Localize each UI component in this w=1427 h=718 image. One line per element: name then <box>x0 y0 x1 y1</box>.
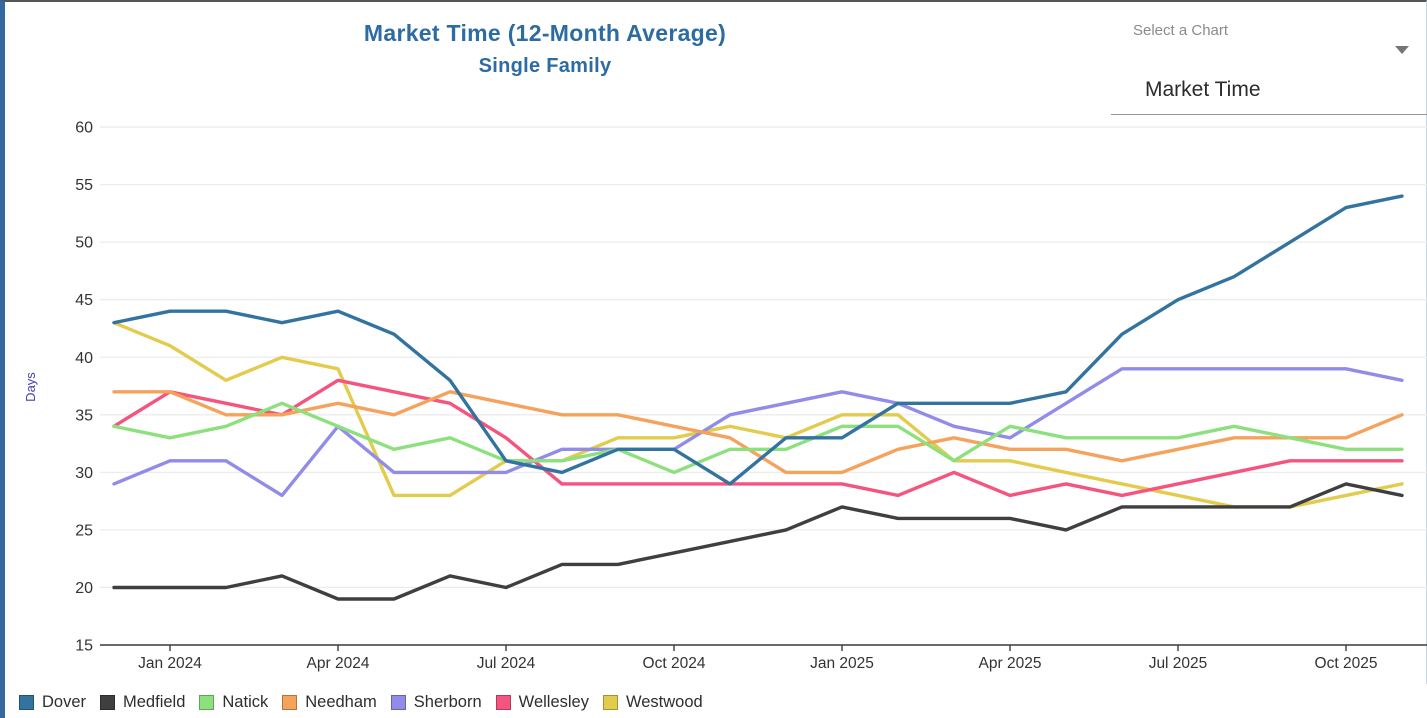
chevron-down-icon[interactable] <box>1395 46 1409 54</box>
select-underline <box>1111 114 1427 115</box>
chart-subtitle: Single Family <box>478 55 612 77</box>
legend-swatch-sherborn <box>390 694 406 710</box>
x-tick-label: Apr 2025 <box>979 655 1042 672</box>
series-line-westwood[interactable] <box>112 321 1404 509</box>
legend-item-sherborn[interactable]: Sherborn <box>390 692 482 712</box>
series-line-dover[interactable] <box>112 194 1404 486</box>
series-line-sherborn[interactable] <box>112 367 1404 498</box>
y-tick-label: 45 <box>75 292 93 309</box>
legend-swatch-westwood <box>602 694 618 710</box>
chart-title: Market Time (12-Month Average) <box>363 20 727 46</box>
y-tick-label: 40 <box>75 350 93 367</box>
legend-item-dover[interactable]: Dover <box>19 693 86 712</box>
x-tick-label: Jul 2025 <box>1149 655 1208 672</box>
legend-swatch-wellesley <box>495 694 511 710</box>
chart-select-value[interactable]: Market Time <box>1145 78 1261 101</box>
y-tick-label: 20 <box>75 580 93 597</box>
x-tick-label: Jul 2024 <box>477 655 536 672</box>
chart-select-label: Select a Chart <box>1133 22 1229 39</box>
y-tick-label: 25 <box>75 522 93 539</box>
legend-swatch-dover <box>19 694 34 710</box>
y-tick-label: 35 <box>75 407 93 424</box>
series-line-wellesley[interactable] <box>112 378 1404 498</box>
legend-label: Natick <box>222 692 269 711</box>
x-tick-label: Jan 2024 <box>138 655 202 672</box>
legend-label: Dover <box>42 692 87 711</box>
chart-header: Market Time (12-Month Average) Single Fa… <box>245 20 845 78</box>
market-time-chart[interactable]: 15 20 25 30 35 40 45 50 55 60 Jan 2024 Apr 2024 Jul … <box>5 2 1427 684</box>
legend-item-natick[interactable]: Natick <box>199 693 268 712</box>
legend-item-wellesley[interactable]: Wellesley <box>495 692 589 712</box>
legend-label: Medfield <box>123 692 186 711</box>
legend-item-medfield[interactable]: Medfield <box>100 693 185 712</box>
series-line-medfield[interactable] <box>112 482 1404 601</box>
x-tick-label: Oct 2025 <box>1315 655 1378 672</box>
chart-legend: Dover Medfield Natick Needham Sherborn Welles… <box>5 684 1427 718</box>
legend-swatch-natick <box>199 694 215 710</box>
y-tick-label: 15 <box>75 638 93 655</box>
legend-label: Wellesley <box>518 692 589 711</box>
y-tick-label: 30 <box>75 465 93 482</box>
chart-select: Select a Chart Market Time <box>1105 2 1427 117</box>
y-axis-title: Days <box>23 372 38 402</box>
x-tick-label: Apr 2024 <box>307 655 370 672</box>
legend-item-needham[interactable]: Needham <box>282 693 377 712</box>
series-line-needham[interactable] <box>112 390 1404 475</box>
y-tick-label: 50 <box>75 235 93 252</box>
series-line-natick[interactable] <box>112 401 1404 475</box>
legend-item-westwood[interactable]: Westwood <box>602 692 703 712</box>
legend-swatch-medfield <box>100 694 116 710</box>
legend-label: Westwood <box>625 692 703 711</box>
legend-label: Needham <box>305 692 377 711</box>
y-tick-label: 55 <box>75 177 93 194</box>
legend-label: Sherborn <box>413 692 482 711</box>
x-tick-label: Jan 2025 <box>810 655 874 672</box>
legend-swatch-needham <box>282 694 298 710</box>
y-tick-label: 60 <box>75 120 93 137</box>
x-tick-label: Oct 2024 <box>643 655 706 672</box>
